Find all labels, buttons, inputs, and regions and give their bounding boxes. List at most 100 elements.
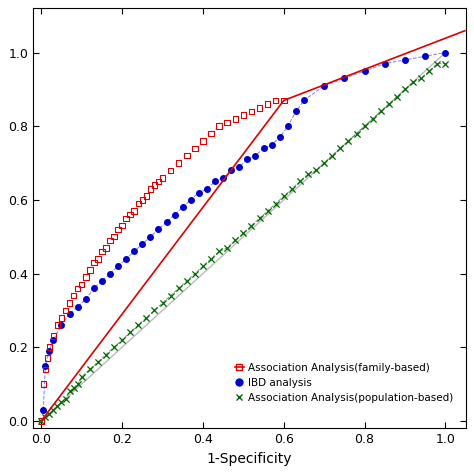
Point	[187, 196, 195, 204]
Point	[106, 270, 114, 277]
Point	[37, 417, 45, 425]
Point	[42, 413, 49, 421]
Point	[179, 203, 187, 211]
Point	[239, 111, 247, 119]
Point	[50, 332, 57, 340]
Point	[207, 255, 215, 263]
Point	[138, 196, 146, 204]
Point	[183, 277, 191, 285]
Point	[244, 155, 251, 163]
Point	[54, 402, 61, 410]
Point	[90, 259, 98, 266]
Point	[341, 74, 348, 82]
Point	[434, 60, 441, 67]
Point	[66, 388, 73, 395]
Point	[135, 321, 142, 329]
Point	[231, 115, 239, 123]
Point	[337, 145, 344, 152]
Point	[151, 307, 158, 314]
Point	[82, 273, 90, 281]
Point	[320, 82, 328, 90]
Point	[42, 362, 49, 369]
Point	[191, 145, 199, 152]
Point	[264, 100, 272, 108]
Point	[300, 97, 308, 104]
Point	[130, 247, 138, 255]
Point	[58, 321, 65, 329]
Point	[110, 233, 118, 240]
Point	[215, 122, 223, 130]
Point	[50, 406, 57, 414]
Point	[260, 145, 267, 152]
Point	[385, 100, 392, 108]
Point	[155, 226, 162, 233]
Point	[183, 152, 191, 159]
Point	[86, 266, 93, 273]
Point	[58, 314, 65, 321]
Point	[236, 163, 243, 171]
Point	[159, 174, 166, 182]
Point	[199, 137, 207, 145]
Point	[191, 270, 199, 277]
Point	[127, 328, 134, 336]
Point	[90, 284, 98, 292]
Point	[127, 211, 134, 219]
Point	[272, 200, 280, 207]
Point	[46, 344, 53, 351]
Point	[146, 185, 154, 192]
Point	[442, 60, 449, 67]
Point	[151, 182, 158, 189]
Point	[44, 355, 51, 362]
Point	[223, 244, 231, 252]
Point	[418, 74, 425, 82]
Point	[268, 141, 275, 148]
Point	[223, 118, 231, 126]
Point	[393, 93, 401, 100]
Point	[94, 358, 101, 366]
Point	[167, 292, 174, 300]
Point	[401, 56, 409, 64]
Point	[199, 263, 207, 270]
Point	[203, 185, 211, 192]
Point	[130, 207, 138, 215]
Point	[401, 86, 409, 93]
Point	[118, 222, 126, 229]
Point	[284, 122, 292, 130]
Point	[288, 185, 296, 192]
Point	[82, 295, 90, 303]
Point	[361, 67, 368, 75]
Point	[159, 299, 166, 307]
Point	[163, 218, 170, 226]
Point	[345, 137, 352, 145]
Point	[353, 130, 360, 137]
Point	[98, 247, 106, 255]
Point	[74, 303, 82, 310]
Point	[369, 115, 376, 123]
Point	[320, 159, 328, 167]
Point	[102, 244, 110, 252]
Point	[276, 134, 283, 141]
Point	[304, 170, 312, 178]
Point	[37, 417, 45, 425]
Point	[86, 365, 93, 373]
Point	[50, 336, 57, 344]
Point	[247, 222, 255, 229]
Point	[98, 277, 106, 285]
Point	[54, 321, 61, 329]
Point	[280, 97, 288, 104]
Point	[247, 108, 255, 115]
Point	[361, 122, 368, 130]
Point	[280, 192, 288, 200]
Point	[143, 314, 150, 321]
Point	[195, 189, 203, 196]
Point	[138, 240, 146, 248]
Point	[39, 380, 47, 388]
Point	[46, 410, 53, 417]
Point	[110, 344, 118, 351]
Point	[58, 399, 65, 406]
Point	[135, 200, 142, 207]
Point	[122, 215, 130, 222]
Point	[118, 336, 126, 344]
Point	[296, 178, 304, 185]
Point	[410, 78, 417, 86]
